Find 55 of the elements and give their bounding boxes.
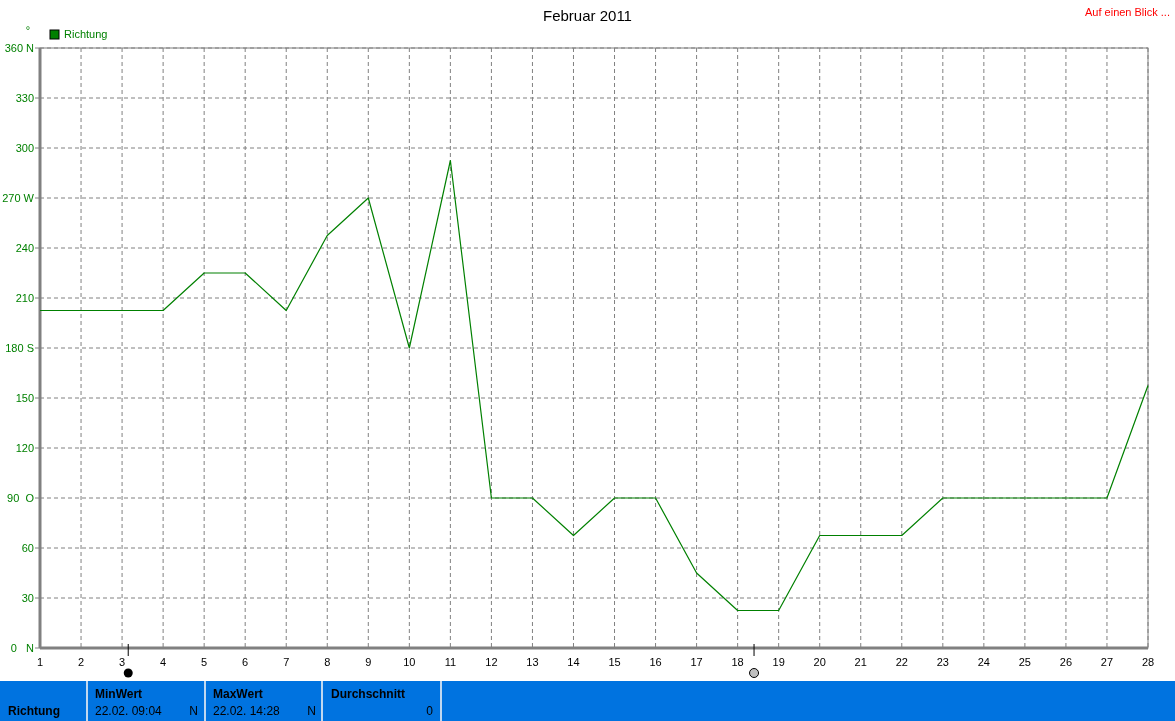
y-tick-label: 360 N: [4, 42, 35, 54]
x-tick-label: 8: [324, 656, 331, 668]
text: N: [307, 704, 316, 718]
text: 22.02. 14:28: [213, 704, 281, 718]
y-tick-label: 150: [15, 392, 34, 404]
x-tick-label: 21: [854, 656, 867, 668]
x-tick-label: 14: [567, 656, 580, 668]
x-tick-label: 26: [1059, 656, 1073, 668]
y-tick-label: 0 N: [10, 642, 35, 654]
x-tick-label: 6: [242, 656, 249, 668]
x-tick-label: 1: [36, 656, 44, 668]
x-tick-label: 17: [690, 656, 703, 668]
text: 22.02. 09:04: [95, 704, 163, 718]
x-tick-label: 20: [813, 656, 826, 668]
x-tick-label: 28: [1141, 656, 1155, 668]
text: N: [189, 704, 198, 718]
chart-title: Februar 2011: [543, 7, 632, 24]
x-tick-label: 18: [731, 656, 744, 668]
text: 0: [426, 704, 434, 718]
x-tick-label: 11: [444, 656, 457, 668]
y-tick-label: 180 S: [5, 342, 34, 354]
x-tick-label: 13: [526, 656, 539, 668]
x-tick-label: 24: [977, 656, 990, 668]
y-axis-title: °: [25, 24, 31, 36]
y-tick-label: 330: [15, 92, 34, 104]
y-tick-label: 240: [15, 242, 34, 254]
x-tick-label: 16: [649, 656, 662, 668]
y-tick-label: 90 O: [7, 492, 35, 504]
x-tick-label: 19: [772, 656, 785, 668]
x-tick-label: 5: [201, 656, 208, 668]
text: MaxWert: [213, 687, 263, 701]
text: Durchschnitt: [331, 687, 406, 701]
y-tick-label: 30: [21, 592, 34, 604]
x-tick-label: 9: [365, 656, 372, 668]
y-tick-label: 300: [15, 142, 34, 154]
x-tick-label: 22: [895, 656, 908, 668]
x-tick-label: 7: [283, 656, 290, 668]
x-tick-label: 4: [160, 656, 167, 668]
x-tick-label: 15: [608, 656, 621, 668]
x-tick-label: 25: [1018, 656, 1032, 668]
x-tick-label: 2: [77, 656, 85, 668]
text: MinWert: [95, 687, 143, 701]
y-tick-label: 60: [21, 542, 34, 554]
x-tick-label: 10: [403, 656, 416, 668]
x-tick-label: 27: [1100, 656, 1114, 668]
x-tick-label: 3: [119, 656, 126, 668]
x-tick-label: 12: [485, 656, 498, 668]
y-tick-label: 210: [15, 292, 34, 304]
line-series: [39, 159, 1149, 612]
legend-label: Richtung: [64, 28, 108, 40]
text: Richtung: [8, 704, 60, 718]
y-tick-label: 120: [15, 442, 34, 454]
y-tick-label: 270 W: [2, 192, 35, 204]
x-tick-label: 23: [936, 656, 949, 668]
text: Auf einen Blick ...: [1085, 6, 1170, 18]
